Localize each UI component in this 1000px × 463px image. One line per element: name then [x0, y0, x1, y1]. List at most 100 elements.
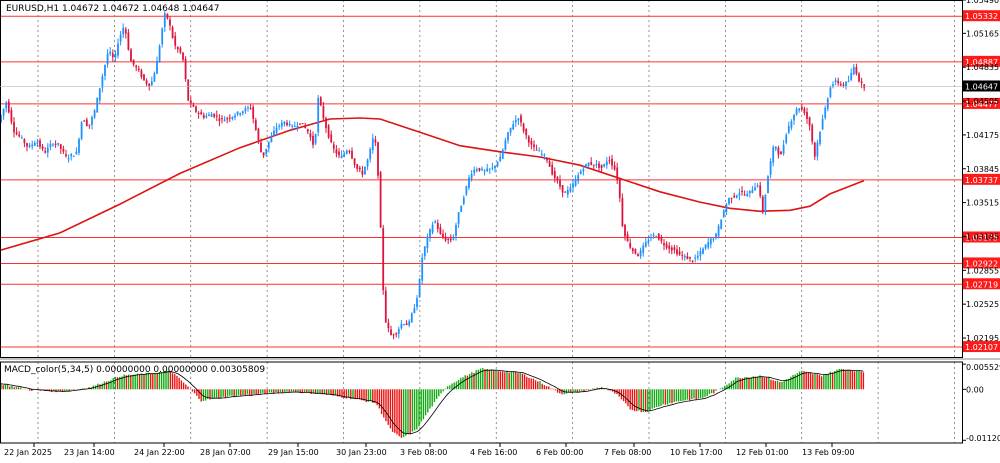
- candle-body: [262, 152, 265, 156]
- candle-body: [202, 115, 205, 118]
- candle-body: [647, 240, 650, 243]
- candle-body: [507, 132, 509, 141]
- macd-y-tick-label: 0.0055297: [966, 363, 1000, 372]
- candle-body: [449, 238, 452, 241]
- candle-body: [499, 156, 502, 162]
- candle-body: [280, 122, 283, 127]
- candle-body: [457, 212, 460, 224]
- candle-body: [473, 169, 476, 174]
- x-tick-label: 28 Jan 07:00: [200, 448, 251, 457]
- candle-body: [150, 81, 153, 86]
- level-label-bg: [963, 10, 1000, 22]
- candle-body: [455, 224, 457, 236]
- candle-body: [117, 43, 119, 56]
- candle-body: [585, 164, 587, 166]
- candle-body: [629, 242, 632, 248]
- candle-body: [860, 81, 863, 84]
- x-tick-label: 12 Feb 01:00: [736, 448, 788, 457]
- candle-body: [618, 179, 621, 198]
- candle-body: [421, 257, 424, 281]
- level-label: 1.03737: [965, 176, 998, 185]
- candle-body: [481, 168, 483, 171]
- candle-body: [200, 112, 203, 115]
- candle-body: [96, 97, 99, 113]
- candle-body: [122, 27, 125, 35]
- candle-body: [603, 164, 606, 167]
- candle-body: [353, 158, 356, 165]
- candle-body: [488, 168, 491, 170]
- candle-body: [611, 158, 613, 166]
- candle-body: [501, 149, 504, 159]
- candle-body: [371, 138, 374, 151]
- candle-body: [613, 165, 616, 170]
- candle-body: [845, 81, 847, 87]
- candle-body: [7, 101, 10, 113]
- x-tick-label: 22 Jan 2025: [4, 448, 52, 457]
- candle-body: [574, 178, 577, 186]
- candle-body: [236, 111, 239, 115]
- candle-body: [278, 125, 281, 127]
- level-label: 1.04887: [965, 58, 998, 67]
- candle-body: [650, 237, 652, 239]
- candle-body: [644, 242, 647, 247]
- candle-body: [208, 114, 210, 116]
- candle-body: [54, 143, 57, 145]
- candle-body: [520, 115, 522, 123]
- candle-body: [751, 189, 754, 194]
- candle-body: [535, 149, 538, 151]
- candle-body: [681, 254, 684, 256]
- candle-body: [798, 108, 801, 111]
- candle-body: [252, 107, 255, 119]
- candle-body: [546, 157, 548, 161]
- candle-body: [525, 128, 528, 136]
- y-tick-label: 1.02195: [966, 334, 999, 343]
- candle-body: [756, 185, 759, 187]
- level-label-bg: [963, 278, 1000, 290]
- candle-body: [226, 118, 229, 120]
- level-label: 1.04477: [965, 100, 998, 109]
- candle-body: [57, 142, 60, 145]
- candle-body: [806, 112, 808, 119]
- candle-body: [114, 53, 117, 58]
- candle-body: [241, 111, 244, 114]
- x-tick-label: 3 Feb 08:00: [400, 448, 447, 457]
- candle-body: [374, 139, 377, 143]
- candle-body: [28, 145, 31, 147]
- candle-body: [704, 244, 707, 249]
- candle-body: [657, 233, 660, 240]
- candle-body: [839, 83, 842, 86]
- candle-body: [569, 187, 572, 192]
- candle-body: [39, 140, 41, 147]
- horizontal-levels[interactable]: 1.05332 1.04887 1.04477 1.03737 1.03175 1.029…: [0, 10, 1000, 353]
- y-tick-label: 1.03185: [966, 232, 999, 241]
- candle-body: [608, 160, 611, 162]
- candle-body: [5, 102, 8, 109]
- level-label: 1.03175: [965, 233, 998, 242]
- candle-body: [696, 255, 699, 258]
- candle-body: [234, 115, 236, 118]
- level-label: 1.05332: [965, 12, 998, 21]
- candle-body: [13, 121, 15, 133]
- candle-body: [88, 124, 91, 126]
- candle-body: [366, 159, 369, 167]
- candle-body: [717, 226, 720, 237]
- candle-body: [98, 88, 101, 101]
- candle-body: [522, 123, 525, 132]
- candle-body: [850, 72, 853, 80]
- candle-body: [273, 130, 275, 136]
- candle-body: [730, 197, 733, 199]
- candle-body: [447, 238, 450, 240]
- candle-body: [852, 67, 855, 75]
- candle-body: [218, 118, 221, 122]
- candle-body: [416, 298, 418, 308]
- candle-body: [816, 142, 819, 157]
- candle-body: [587, 162, 590, 167]
- level-label-bg: [963, 341, 1000, 353]
- candle-body: [530, 140, 533, 145]
- candle-body: [176, 46, 179, 50]
- candle-body: [2, 108, 5, 116]
- candle-body: [764, 194, 767, 212]
- candle-body: [31, 144, 34, 147]
